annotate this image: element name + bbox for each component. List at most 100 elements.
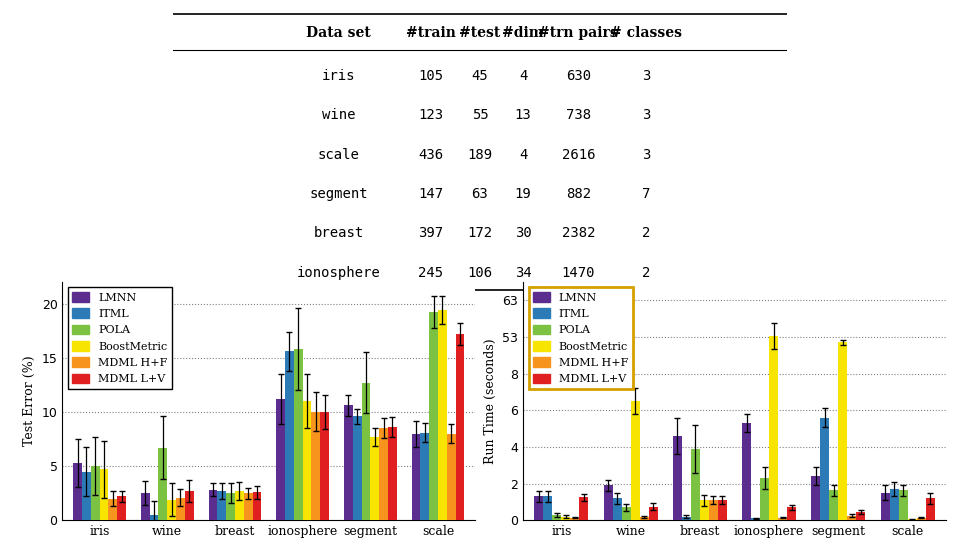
- Bar: [543, 496, 552, 520]
- Bar: [639, 517, 649, 520]
- Text: 3: 3: [641, 69, 650, 83]
- Bar: [73, 463, 82, 520]
- Bar: [890, 489, 899, 520]
- Bar: [760, 478, 769, 520]
- Text: 2: 2: [641, 266, 650, 280]
- Bar: [751, 519, 760, 520]
- Bar: [917, 518, 925, 520]
- Bar: [412, 434, 420, 520]
- Text: 245: 245: [419, 266, 444, 280]
- Bar: [371, 437, 379, 520]
- Bar: [778, 518, 787, 520]
- Bar: [691, 449, 700, 520]
- Text: 436: 436: [419, 147, 444, 162]
- Text: #train: #train: [406, 27, 456, 41]
- Bar: [167, 500, 176, 520]
- Bar: [631, 401, 639, 520]
- Bar: [117, 496, 126, 520]
- Bar: [742, 423, 751, 520]
- Text: #dim: #dim: [502, 27, 543, 41]
- Bar: [311, 412, 321, 520]
- Text: # classes: # classes: [610, 27, 682, 41]
- Text: #test: #test: [460, 27, 500, 41]
- Bar: [673, 436, 682, 520]
- Bar: [811, 476, 820, 520]
- Text: 2616: 2616: [562, 147, 595, 162]
- Bar: [769, 336, 778, 520]
- Text: segment: segment: [309, 187, 368, 201]
- Bar: [379, 428, 388, 520]
- Bar: [925, 498, 934, 520]
- Y-axis label: Run Time (seconds): Run Time (seconds): [484, 338, 497, 464]
- Text: 147: 147: [419, 187, 444, 201]
- Bar: [682, 517, 691, 520]
- Text: 13: 13: [515, 108, 532, 122]
- Bar: [820, 417, 829, 520]
- Bar: [438, 310, 446, 520]
- Text: ionosphere: ionosphere: [297, 266, 380, 280]
- Text: 4: 4: [518, 147, 527, 162]
- Bar: [388, 427, 396, 520]
- Text: 55: 55: [471, 108, 489, 122]
- Bar: [185, 491, 194, 520]
- Bar: [352, 416, 362, 520]
- Bar: [848, 516, 856, 520]
- Bar: [604, 486, 612, 520]
- Text: 3: 3: [641, 108, 650, 122]
- Text: 2382: 2382: [562, 227, 595, 241]
- Bar: [787, 507, 796, 520]
- Bar: [344, 405, 352, 520]
- Bar: [285, 351, 294, 520]
- Bar: [321, 412, 329, 520]
- Bar: [150, 515, 158, 520]
- Text: scale: scale: [318, 147, 360, 162]
- Bar: [82, 472, 91, 520]
- Text: breast: breast: [314, 227, 364, 241]
- Bar: [579, 498, 588, 520]
- Text: 63: 63: [471, 187, 489, 201]
- Text: 1470: 1470: [562, 266, 595, 280]
- Text: 3: 3: [641, 147, 650, 162]
- Bar: [244, 493, 252, 520]
- Bar: [907, 519, 917, 520]
- Bar: [621, 507, 631, 520]
- Bar: [708, 500, 718, 520]
- Text: iris: iris: [322, 69, 355, 83]
- Y-axis label: Test Error (%): Test Error (%): [23, 356, 36, 447]
- Text: wine: wine: [322, 108, 355, 122]
- Text: 2: 2: [641, 227, 650, 241]
- Bar: [718, 500, 727, 520]
- Text: 630: 630: [565, 69, 590, 83]
- Text: 30: 30: [515, 227, 532, 241]
- Bar: [294, 349, 302, 520]
- Bar: [552, 515, 562, 520]
- Text: 34: 34: [515, 266, 532, 280]
- Bar: [420, 433, 429, 520]
- Text: 7: 7: [641, 187, 650, 201]
- Bar: [362, 383, 371, 520]
- Text: #trn pairs: #trn pairs: [539, 27, 618, 41]
- Text: Data set: Data set: [306, 27, 372, 41]
- Bar: [880, 493, 890, 520]
- Bar: [227, 493, 235, 520]
- Bar: [899, 490, 907, 520]
- Bar: [612, 498, 621, 520]
- Legend: LMNN, ITML, POLA, BoostMetric, MDML H+F, MDML L+V: LMNN, ITML, POLA, BoostMetric, MDML H+F,…: [68, 287, 172, 389]
- Bar: [649, 507, 658, 520]
- Bar: [456, 334, 465, 520]
- Bar: [535, 496, 543, 520]
- Bar: [235, 491, 244, 520]
- Bar: [302, 401, 311, 520]
- Bar: [429, 312, 438, 520]
- Bar: [562, 517, 570, 520]
- Text: 172: 172: [468, 227, 492, 241]
- Text: 189: 189: [468, 147, 492, 162]
- Text: 123: 123: [419, 108, 444, 122]
- Text: 882: 882: [565, 187, 590, 201]
- Bar: [856, 512, 865, 520]
- Text: 19: 19: [515, 187, 532, 201]
- Bar: [158, 448, 167, 520]
- Text: 4: 4: [518, 69, 527, 83]
- Bar: [446, 434, 456, 520]
- Bar: [176, 498, 185, 520]
